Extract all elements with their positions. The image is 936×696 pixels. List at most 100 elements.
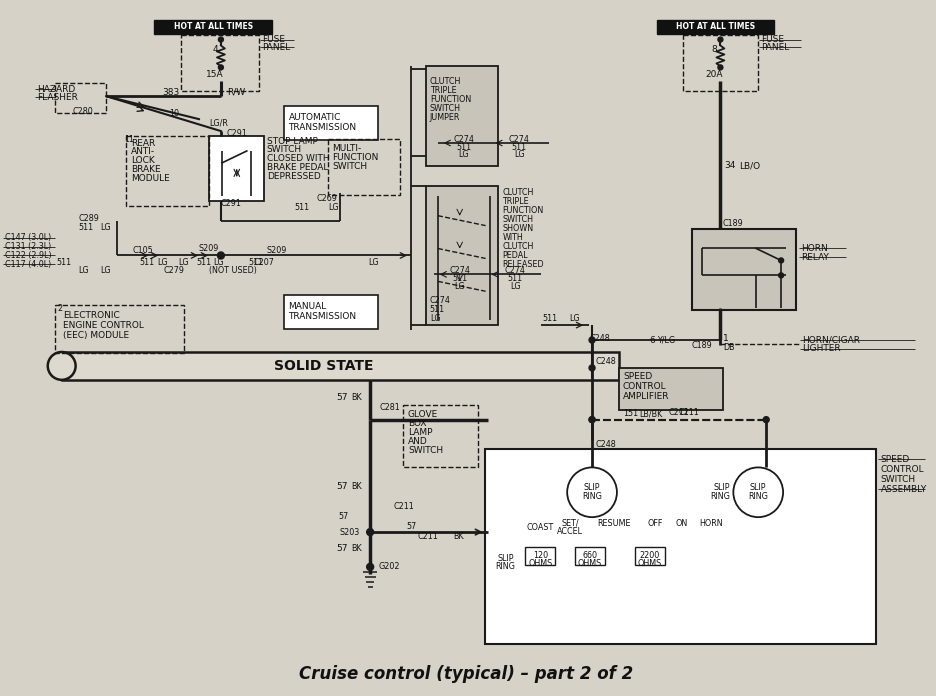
Circle shape — [589, 417, 595, 422]
Text: 511: 511 — [196, 258, 212, 267]
Text: AMPLIFIER: AMPLIFIER — [622, 393, 669, 402]
Text: FUSE: FUSE — [761, 35, 784, 44]
Text: LG: LG — [510, 282, 520, 291]
Bar — [54, 84, 107, 113]
Text: SWITCH: SWITCH — [267, 145, 301, 155]
Text: C189: C189 — [692, 340, 712, 349]
Text: 511: 511 — [508, 274, 523, 283]
Text: OHMS: OHMS — [637, 560, 662, 569]
Text: C248: C248 — [589, 333, 610, 342]
Circle shape — [367, 528, 373, 535]
Text: DEPRESSED: DEPRESSED — [267, 173, 320, 182]
Text: BK: BK — [351, 544, 362, 553]
Text: SLIP: SLIP — [714, 483, 730, 492]
Text: 10: 10 — [169, 109, 179, 118]
Text: RING: RING — [495, 562, 516, 571]
Text: 511: 511 — [456, 143, 471, 152]
Text: LG: LG — [178, 258, 189, 267]
Text: LG: LG — [368, 258, 379, 267]
Text: SLIP: SLIP — [584, 483, 600, 492]
Text: SHOWN: SHOWN — [503, 224, 534, 233]
Text: 511: 511 — [295, 203, 310, 212]
Text: C248: C248 — [595, 358, 616, 366]
Text: 57: 57 — [406, 521, 417, 530]
Bar — [329, 139, 400, 195]
Bar — [181, 35, 258, 91]
Circle shape — [733, 468, 783, 517]
Text: 57: 57 — [338, 512, 348, 521]
Text: C274: C274 — [449, 266, 470, 275]
Text: RING: RING — [582, 492, 602, 500]
Text: HORN: HORN — [801, 244, 827, 253]
Text: FLASHER: FLASHER — [37, 93, 78, 102]
Text: REAR: REAR — [131, 139, 155, 148]
Text: SLIP: SLIP — [750, 483, 767, 492]
Text: LG/R: LG/R — [209, 118, 227, 127]
Text: 11: 11 — [124, 134, 135, 143]
Text: TRIPLE: TRIPLE — [430, 86, 457, 95]
Text: TRIPLE: TRIPLE — [503, 197, 529, 206]
Text: LOCK: LOCK — [131, 157, 155, 166]
Text: 57: 57 — [337, 482, 348, 491]
Text: 57: 57 — [337, 544, 348, 553]
Text: BK: BK — [351, 393, 362, 402]
Text: HOT AT ALL TIMES: HOT AT ALL TIMES — [676, 22, 755, 31]
Text: LG: LG — [157, 258, 168, 267]
Text: 511: 511 — [542, 314, 558, 323]
Text: LG: LG — [100, 223, 111, 232]
Text: C122 (2.9L): C122 (2.9L) — [5, 251, 51, 260]
Bar — [62, 352, 619, 380]
Text: S209: S209 — [267, 246, 287, 255]
Text: BRAKE: BRAKE — [131, 166, 161, 175]
Circle shape — [763, 417, 769, 422]
Bar — [635, 547, 665, 565]
Text: C189: C189 — [723, 219, 743, 228]
Text: LG: LG — [430, 314, 441, 323]
Text: LG: LG — [459, 150, 469, 159]
Text: SWITCH: SWITCH — [408, 446, 443, 455]
Bar — [619, 368, 724, 410]
Circle shape — [589, 337, 595, 343]
Text: RELAY: RELAY — [801, 253, 829, 262]
Text: 34: 34 — [724, 161, 736, 171]
Text: (EEC) MODULE: (EEC) MODULE — [63, 331, 129, 340]
Text: LG: LG — [569, 314, 579, 323]
Circle shape — [218, 37, 224, 42]
Text: C248: C248 — [595, 440, 616, 449]
Text: LB/O: LB/O — [739, 161, 760, 171]
Text: GLOVE: GLOVE — [408, 410, 438, 419]
Text: CLOSED WITH: CLOSED WITH — [267, 155, 329, 164]
Text: FUNCTION: FUNCTION — [430, 95, 471, 104]
Text: SPEED: SPEED — [881, 455, 910, 464]
Text: C291: C291 — [221, 199, 241, 208]
Bar — [403, 404, 477, 468]
Text: CLUTCH: CLUTCH — [430, 77, 461, 86]
Text: BK: BK — [351, 482, 362, 491]
Bar — [126, 136, 209, 206]
Text: ON: ON — [676, 519, 688, 528]
Text: TRANSMISSION: TRANSMISSION — [288, 122, 357, 132]
Text: C274: C274 — [505, 266, 526, 275]
Circle shape — [718, 65, 723, 70]
Text: TRANSMISSION: TRANSMISSION — [288, 312, 357, 321]
Text: CLUTCH: CLUTCH — [503, 242, 534, 251]
Text: C279: C279 — [164, 266, 184, 275]
Text: C211: C211 — [668, 408, 689, 417]
Text: C280: C280 — [72, 106, 93, 116]
Bar — [284, 106, 378, 140]
Text: LIGHTER: LIGHTER — [802, 345, 841, 354]
Text: 2: 2 — [57, 303, 63, 313]
Text: MULTI-: MULTI- — [332, 145, 361, 154]
Circle shape — [48, 352, 76, 380]
Text: 511: 511 — [512, 143, 527, 152]
Bar — [54, 306, 184, 353]
Text: 511: 511 — [430, 305, 445, 314]
Text: FUSE: FUSE — [262, 35, 285, 44]
Text: BRAKE PEDAL: BRAKE PEDAL — [267, 164, 328, 173]
Circle shape — [567, 468, 617, 517]
Circle shape — [779, 273, 783, 278]
Text: SWITCH: SWITCH — [503, 215, 534, 224]
Bar — [525, 547, 555, 565]
Text: LG: LG — [100, 266, 111, 275]
Text: LB/BK: LB/BK — [638, 409, 662, 418]
